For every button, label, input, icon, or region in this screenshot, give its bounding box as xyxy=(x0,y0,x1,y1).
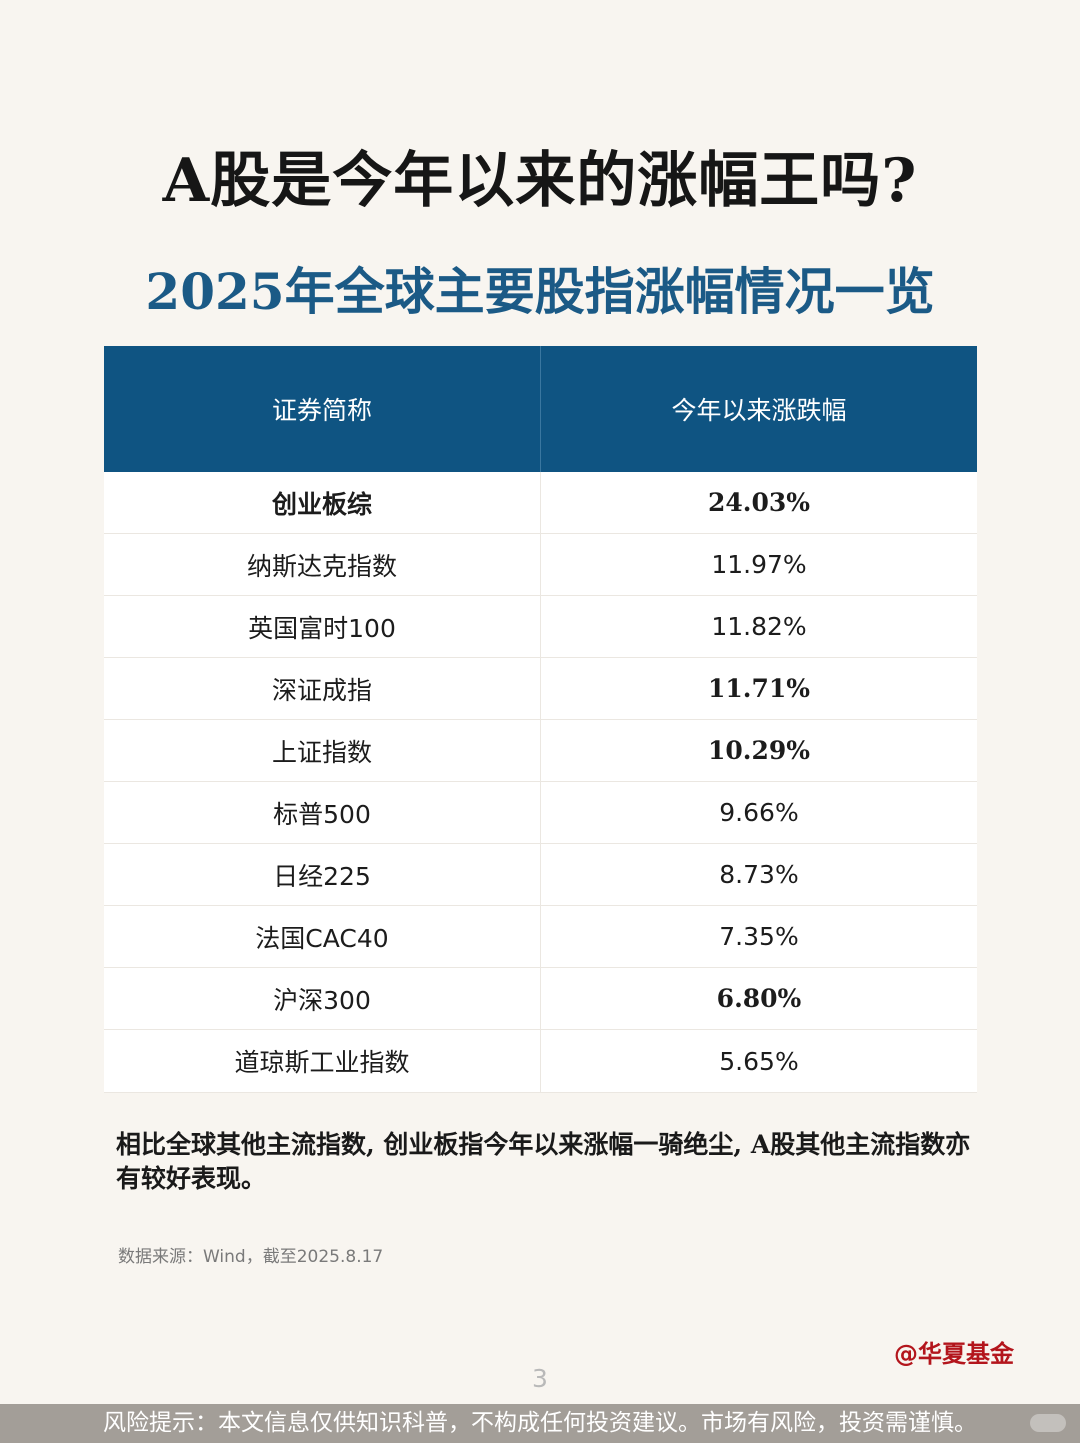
index-name: 标普500 xyxy=(104,781,541,844)
index-change: 11.97% xyxy=(540,533,977,596)
table-row: 纳斯达克指数 11.97% xyxy=(104,533,977,596)
index-change: 8.73% xyxy=(540,843,977,906)
index-name: 深证成指 xyxy=(104,657,541,720)
column-header-change: 今年以来涨跌幅 xyxy=(540,346,977,472)
index-change: 9.66% xyxy=(540,781,977,844)
table-row: 上证指数 10.29% xyxy=(104,719,977,782)
index-change: 11.82% xyxy=(540,595,977,658)
index-change: 24.03% xyxy=(540,472,977,534)
page-number: 3 xyxy=(532,1364,548,1393)
index-name: 上证指数 xyxy=(104,719,541,782)
table-header-row: 证券简称 今年以来涨跌幅 xyxy=(104,346,977,472)
column-header-name: 证券简称 xyxy=(104,346,541,472)
table-row: 沪深300 6.80% xyxy=(104,967,977,1030)
index-performance-table: 证券简称 今年以来涨跌幅 创业板综 24.03% 纳斯达克指数 11.97% 英… xyxy=(104,346,977,1093)
index-change: 11.71% xyxy=(540,657,977,720)
table-row: 标普500 9.66% xyxy=(104,781,977,844)
index-name: 法国CAC40 xyxy=(104,905,541,968)
index-name: 沪深300 xyxy=(104,967,541,1030)
brand-watermark: @华夏基金 xyxy=(894,1340,1014,1368)
index-change: 5.65% xyxy=(540,1029,977,1093)
risk-notice-bar: 风险提示：本文信息仅供知识科普，不构成任何投资建议。市场有风险，投资需谨慎。 xyxy=(0,1404,1080,1443)
index-name: 创业板综 xyxy=(104,472,541,534)
platform-logo-icon xyxy=(1030,1414,1066,1432)
table-row: 创业板综 24.03% xyxy=(104,472,977,534)
data-source: 数据来源：Wind，截至2025.8.17 xyxy=(118,1247,384,1267)
index-name: 道琼斯工业指数 xyxy=(104,1029,541,1093)
table-row: 日经225 8.73% xyxy=(104,843,977,906)
index-change: 10.29% xyxy=(540,719,977,782)
index-name: 英国富时100 xyxy=(104,595,541,658)
page-subtitle: 2025年全球主要股指涨幅情况一览 xyxy=(145,262,935,321)
index-change: 7.35% xyxy=(540,905,977,968)
table-row: 深证成指 11.71% xyxy=(104,657,977,720)
table-row: 英国富时100 11.82% xyxy=(104,595,977,658)
table-row: 道琼斯工业指数 5.65% xyxy=(104,1029,977,1093)
index-name: 日经225 xyxy=(104,843,541,906)
index-change: 6.80% xyxy=(540,967,977,1030)
page-title: A股是今年以来的涨幅王吗? xyxy=(162,146,918,216)
summary-note: 相比全球其他主流指数, 创业板指今年以来涨幅一骑绝尘, A股其他主流指数亦有较好… xyxy=(116,1130,971,1193)
table-row: 法国CAC40 7.35% xyxy=(104,905,977,968)
index-name: 纳斯达克指数 xyxy=(104,533,541,596)
